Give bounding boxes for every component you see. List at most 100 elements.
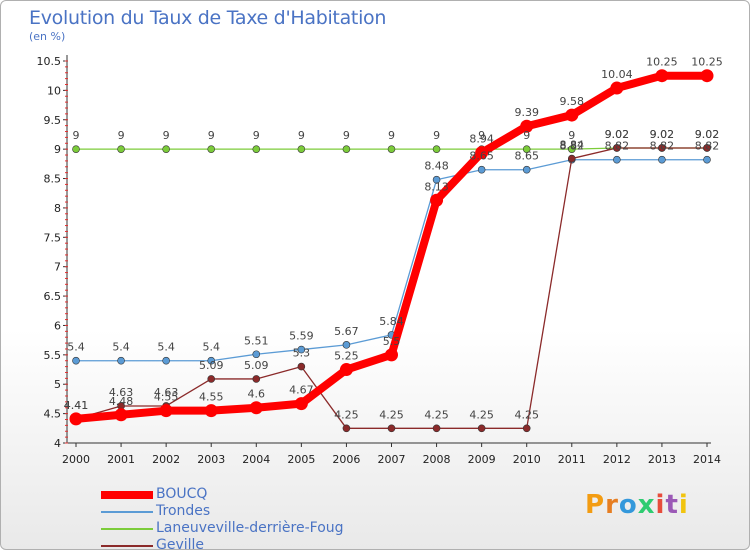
data-point xyxy=(387,424,396,433)
data-point xyxy=(294,397,308,411)
data-point xyxy=(520,119,534,133)
legend-swatch xyxy=(101,528,153,530)
data-label: 10.25 xyxy=(691,56,723,69)
data-label: 8.13 xyxy=(424,180,449,193)
data-label: 4.63 xyxy=(154,386,179,399)
data-point xyxy=(567,154,576,163)
data-label: 9 xyxy=(253,129,260,142)
data-label: 4.25 xyxy=(379,408,404,421)
y-tick-label: 6.5 xyxy=(44,290,62,303)
data-label: 4.55 xyxy=(154,391,179,404)
logo-letter: i xyxy=(678,490,689,520)
data-label: 9 xyxy=(118,129,125,142)
y-tick-label: 9 xyxy=(54,143,61,156)
data-label: 4.63 xyxy=(109,386,134,399)
data-point xyxy=(703,144,711,152)
data-point xyxy=(114,408,128,422)
data-label: 8.82 xyxy=(605,140,630,153)
data-label: 4.41 xyxy=(64,399,89,412)
x-tick-label: 2013 xyxy=(648,453,676,466)
data-point xyxy=(567,145,576,153)
logo-letter: r xyxy=(605,490,619,520)
data-point xyxy=(432,424,441,433)
data-point xyxy=(207,145,216,153)
data-point xyxy=(249,401,263,415)
chart-title: Evolution du Taux de Taxe d'Habitation xyxy=(29,7,387,29)
proxiti-logo: Proxiti xyxy=(585,490,689,520)
data-point xyxy=(522,145,531,153)
data-label: 10.04 xyxy=(601,68,633,81)
y-tick-label: 8 xyxy=(54,202,61,215)
data-label: 9.02 xyxy=(695,128,720,141)
data-point xyxy=(159,404,173,418)
data-point xyxy=(162,145,170,153)
data-label: 4.67 xyxy=(289,384,314,397)
x-tick-label: 2012 xyxy=(603,453,631,466)
data-label: 9 xyxy=(433,129,440,142)
x-tick-label: 2014 xyxy=(693,453,721,466)
data-label: 9.02 xyxy=(650,128,675,141)
data-point xyxy=(342,424,351,433)
data-label: 9 xyxy=(568,129,575,142)
data-label: 5.67 xyxy=(334,325,359,338)
data-label: 5.4 xyxy=(67,341,85,354)
data-label: 4.25 xyxy=(334,408,359,421)
y-tick-label: 5 xyxy=(54,378,61,391)
logo-letter: P xyxy=(585,490,606,520)
data-label: 9 xyxy=(478,129,485,142)
logo-letter: i xyxy=(655,490,666,520)
x-tick-label: 2001 xyxy=(107,453,135,466)
y-tick-label: 7.5 xyxy=(44,231,62,244)
x-tick-label: 2004 xyxy=(242,453,270,466)
data-label: 9 xyxy=(523,129,530,142)
legend-swatch xyxy=(101,545,153,547)
data-label: 9 xyxy=(298,129,305,142)
data-label: 5.5 xyxy=(383,335,401,348)
data-point xyxy=(72,145,80,153)
data-point xyxy=(387,145,396,153)
data-point xyxy=(522,424,531,433)
data-label: 8.82 xyxy=(650,140,675,153)
data-label: 5.09 xyxy=(199,359,224,372)
data-label: 8.84 xyxy=(560,139,585,152)
data-label: 9 xyxy=(388,129,395,142)
data-label: 8.82 xyxy=(560,140,585,153)
y-tick-label: 7 xyxy=(54,261,61,274)
y-axis-unit: (en %) xyxy=(29,30,66,43)
data-point xyxy=(339,363,353,377)
data-label: 10.25 xyxy=(646,56,678,69)
data-label: 5.4 xyxy=(112,341,130,354)
data-point xyxy=(207,375,216,383)
data-label: 8.65 xyxy=(514,150,539,163)
data-point xyxy=(522,165,531,174)
data-label: 8.65 xyxy=(469,150,494,163)
data-point xyxy=(117,145,125,153)
legend-swatch xyxy=(101,511,153,513)
data-point xyxy=(430,193,444,207)
data-point xyxy=(613,155,621,164)
data-point xyxy=(432,145,441,153)
series-line-2 xyxy=(75,159,708,362)
legend-label: BOUCQ xyxy=(156,486,208,502)
x-tick-label: 2003 xyxy=(197,453,225,466)
x-tick-label: 2000 xyxy=(62,453,90,466)
data-label: 9 xyxy=(163,129,170,142)
data-point xyxy=(297,362,306,371)
data-point xyxy=(297,345,306,354)
data-point xyxy=(252,350,261,359)
x-tick-label: 2002 xyxy=(152,453,180,466)
data-label: 4.6 xyxy=(248,388,266,401)
data-label: 5.25 xyxy=(334,350,359,363)
data-label: 9 xyxy=(208,129,215,142)
data-label: 9.58 xyxy=(560,95,585,108)
data-point xyxy=(565,108,579,122)
x-tick-label: 2005 xyxy=(287,453,315,466)
data-point xyxy=(655,69,669,83)
data-label: 5.09 xyxy=(244,359,269,372)
data-point xyxy=(72,356,80,365)
y-tick-label: 8.5 xyxy=(44,173,62,186)
data-label: 5.59 xyxy=(289,330,314,343)
data-label: 5.84 xyxy=(379,315,404,328)
data-label: 5.4 xyxy=(202,341,220,354)
